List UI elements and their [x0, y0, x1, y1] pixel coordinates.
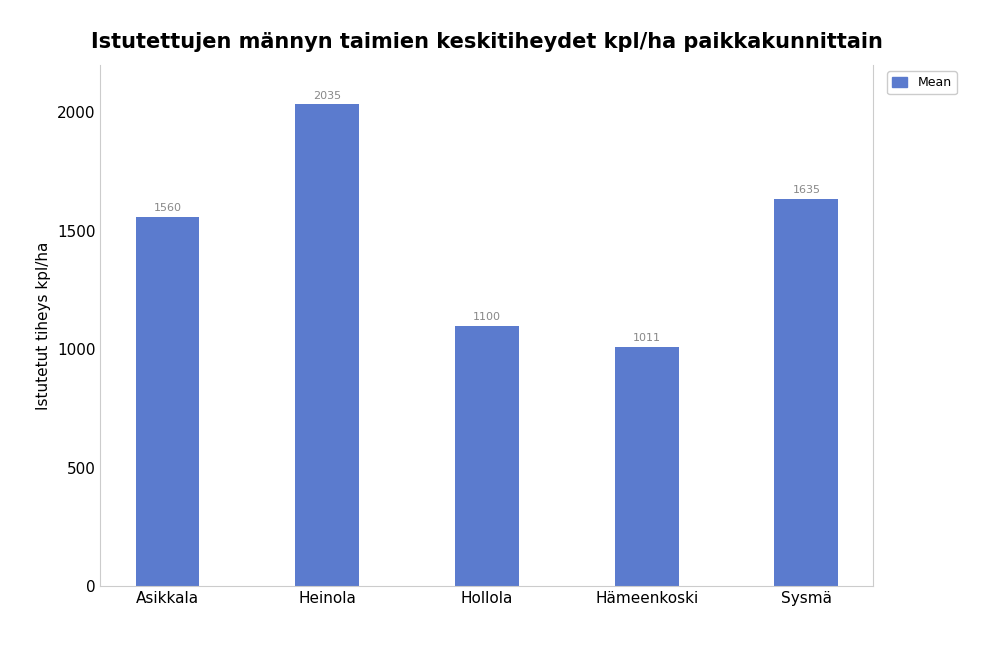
Y-axis label: Istutetut tiheys kpl/ha: Istutetut tiheys kpl/ha — [36, 242, 51, 409]
Text: 2035: 2035 — [313, 90, 341, 101]
Text: 1100: 1100 — [472, 312, 500, 322]
Legend: Mean: Mean — [887, 72, 956, 94]
Bar — [135, 217, 200, 586]
Text: 1635: 1635 — [791, 186, 819, 195]
Text: 1560: 1560 — [153, 203, 182, 213]
Bar — [773, 199, 838, 586]
Bar — [295, 104, 359, 586]
Bar — [454, 326, 519, 586]
Text: 1011: 1011 — [632, 333, 660, 343]
Bar — [614, 346, 678, 586]
Title: Istutettujen männyn taimien keskitiheydet kpl/ha paikkakunnittain: Istutettujen männyn taimien keskitiheyde… — [91, 33, 882, 53]
